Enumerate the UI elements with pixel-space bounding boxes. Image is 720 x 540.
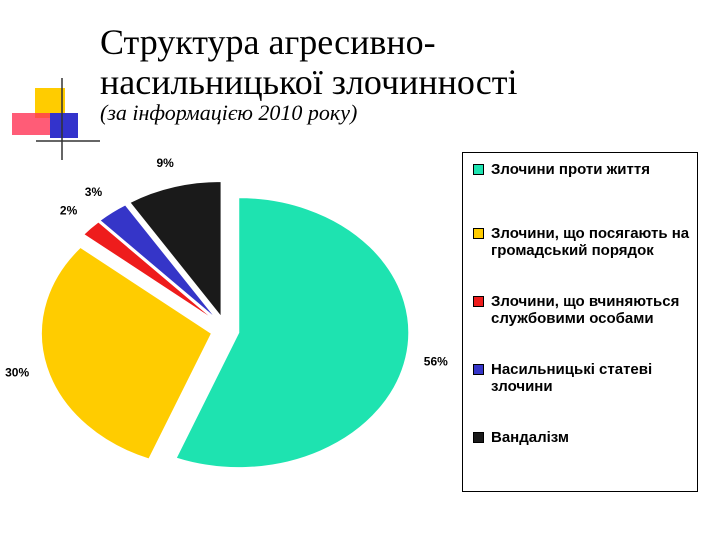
- legend-swatch: [473, 364, 484, 375]
- legend-entry: Злочини, що посягають на громадський пор…: [473, 225, 697, 259]
- legend-swatch: [473, 432, 484, 443]
- data-label: 30%: [5, 365, 29, 379]
- legend: Злочини проти життя Злочини, що посягають…: [462, 152, 698, 492]
- legend-swatch: [473, 164, 484, 175]
- pie: 56% 30% 2% 3% 9%: [5, 156, 448, 469]
- legend-entry: Насильницькі статеві злочини: [473, 361, 697, 395]
- pie-slice: [99, 204, 217, 320]
- legend-label: Злочини, що посягають на громадський пор…: [491, 225, 690, 259]
- legend-swatch: [473, 296, 484, 307]
- legend-label: Насильницькі статеві злочини: [491, 361, 653, 395]
- legend-entry: Злочини проти життя: [473, 161, 697, 178]
- pie-slice: [129, 181, 222, 318]
- legend-entry: Злочини, що вчиняються службовими особам…: [473, 293, 697, 327]
- pie-slice: [40, 246, 213, 460]
- data-label: 2%: [60, 204, 78, 218]
- legend-entry: Вандалізм: [473, 429, 697, 446]
- pie-slice: [83, 221, 216, 321]
- data-label: 3%: [85, 185, 103, 199]
- legend-swatch: [473, 228, 484, 239]
- data-label: 9%: [156, 156, 174, 170]
- legend-label: Злочини проти життя: [491, 161, 650, 178]
- data-label: 56%: [424, 355, 448, 369]
- chart-title: Структура агресивно-насильницької злочин…: [100, 22, 518, 102]
- legend-label: Вандалізм: [491, 429, 569, 446]
- chart-subtitle: (за інформацією 2010 року): [100, 100, 358, 125]
- legend-label: Злочини, що вчиняються службовими особам…: [491, 293, 680, 327]
- pie-slice: [175, 197, 410, 469]
- logo: [12, 78, 100, 160]
